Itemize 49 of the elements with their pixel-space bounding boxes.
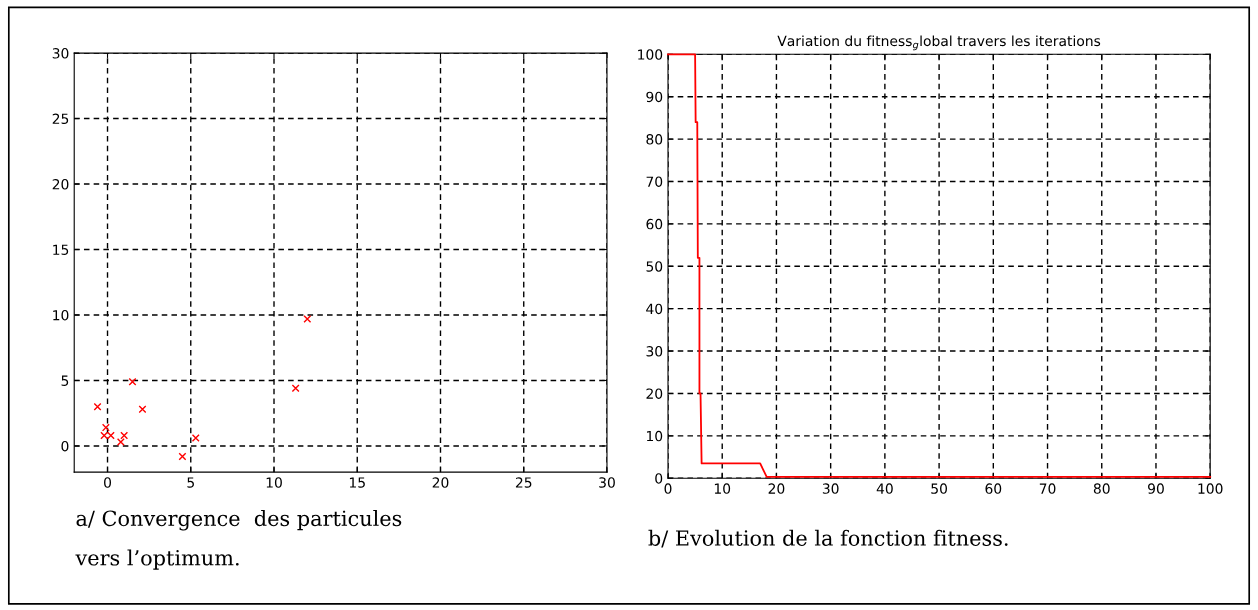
- y-tick-label: 40: [646, 303, 663, 315]
- y-tick-label: 10: [53, 309, 69, 321]
- y-tick-label: 30: [52, 48, 69, 59]
- y-tick-label: 50: [646, 261, 663, 272]
- y-tick-label: 80: [646, 134, 663, 145]
- text: b/ Evolution de la fonction fitness.: [648, 529, 1008, 548]
- x-tick-label: 0: [104, 477, 112, 488]
- point: [120, 431, 129, 440]
- point: [138, 405, 147, 414]
- y-tick-label: 20: [646, 388, 663, 399]
- y-tick-label: 10: [646, 430, 663, 442]
- x-tick-label: 25: [515, 477, 532, 488]
- x-tick-label: 30: [822, 483, 839, 494]
- x-tick-label: 5: [187, 477, 194, 488]
- point: [93, 402, 102, 411]
- point: [178, 452, 187, 461]
- y-tick-label: 100: [638, 49, 663, 60]
- point: [101, 423, 110, 432]
- x-tick-label: 0: [664, 483, 672, 494]
- point: [191, 434, 200, 443]
- x-tick-label: 80: [1093, 483, 1110, 494]
- point: [128, 377, 137, 386]
- x-tick-label: 10: [714, 483, 731, 494]
- y-tick-label: 30: [646, 346, 663, 357]
- y-tick-label: 20: [52, 179, 69, 190]
- x-tick-label: 20: [768, 483, 785, 494]
- point: [116, 438, 125, 446]
- y-tick-label: 15: [53, 244, 69, 255]
- text: a/ Convergence des particules vers l’optimum.: [75, 510, 402, 570]
- chart-title: Variation du fitness$_{g}$lobal travers les iterations: [777, 35, 1101, 51]
- line-series: [667, 53, 1212, 478]
- y-tick-label: 90: [646, 91, 663, 103]
- point: [291, 384, 300, 393]
- y-tick-label: 0: [61, 440, 69, 452]
- x-tick-label: 60: [985, 483, 1002, 494]
- x-tick-label: 100: [1198, 483, 1223, 494]
- x-tick-label: 90: [1148, 483, 1164, 494]
- x-tick-label: 70: [1039, 483, 1056, 494]
- x-tick-label: 15: [349, 477, 365, 488]
- y-tick-label: 60: [646, 218, 663, 230]
- y-tick-label: 25: [52, 113, 69, 125]
- x-tick-label: 10: [266, 477, 282, 488]
- y-tick-label: 5: [61, 375, 69, 386]
- x-tick-label: 50: [931, 483, 948, 494]
- x-tick-label: 40: [876, 483, 893, 494]
- x-tick-label: 20: [432, 477, 449, 488]
- x-tick-label: 30: [599, 477, 615, 488]
- point: [303, 314, 312, 323]
- y-tick-label: 70: [646, 176, 663, 187]
